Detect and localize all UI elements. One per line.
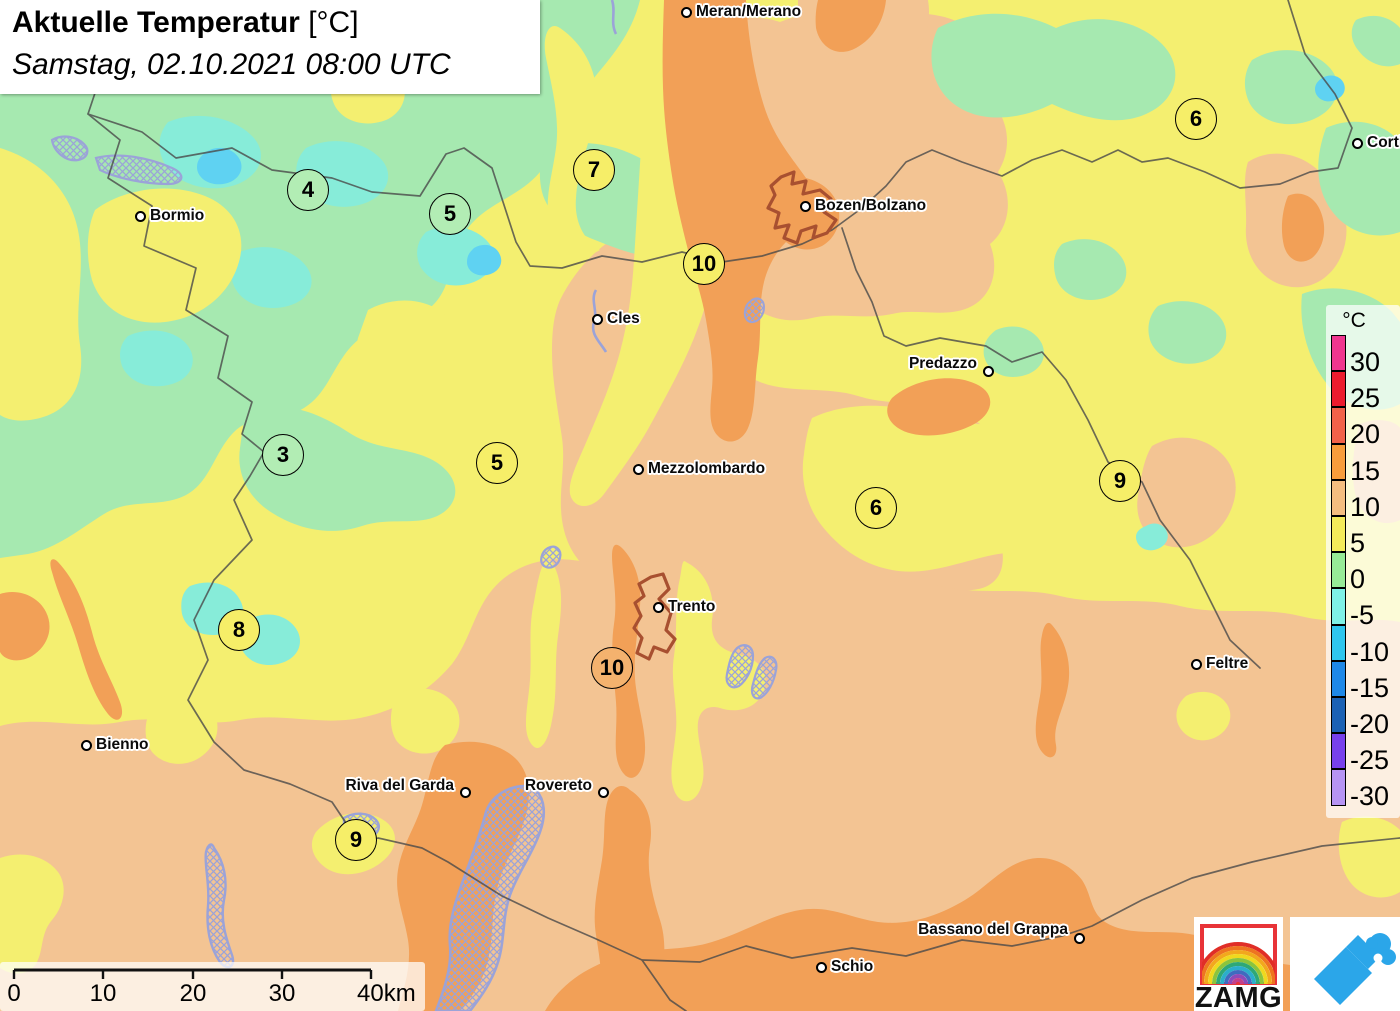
city-marker — [799, 200, 811, 212]
city-label: Cles — [607, 310, 640, 327]
zamg-rainbow-icon — [1200, 924, 1277, 986]
water-layer — [50, 0, 778, 1011]
city-label: Schio — [831, 958, 874, 975]
city-label: Feltre — [1206, 655, 1249, 672]
legend-swatch--20 — [1331, 697, 1346, 734]
city-label: Bienno — [96, 736, 149, 753]
legend-value-label: 30 — [1350, 347, 1381, 377]
scale-bar-label: 30 — [268, 980, 296, 1007]
partner-logo — [1290, 917, 1400, 1011]
legend-swatch--25 — [1331, 733, 1346, 770]
scale-bar-ruler — [12, 968, 373, 979]
legend-value-label: -30 — [1350, 781, 1390, 812]
city-marker — [459, 786, 471, 798]
legend-swatch--30 — [1331, 769, 1346, 806]
city-label: Riva del Garda — [345, 777, 454, 794]
station-value-circle: 6 — [1175, 98, 1217, 140]
legend-unit-label: °C — [1342, 309, 1366, 332]
city-label: Rovereto — [524, 777, 592, 794]
legend-value-label: 25 — [1350, 383, 1381, 414]
city-label: Mezzolombardo — [648, 460, 766, 477]
map-title: Aktuelle Temperatur [°C] — [12, 6, 359, 40]
legend-value-label: 5 — [1350, 528, 1366, 558]
legend-swatch-0 — [1331, 552, 1346, 589]
scale-bar: 0 10 20 30 40km — [0, 962, 425, 1011]
legend-value-label: 20 — [1350, 419, 1381, 450]
legend-value-label: -10 — [1350, 636, 1390, 667]
title-box: Aktuelle Temperatur [°C] Samstag, 02.10.… — [0, 0, 540, 94]
scale-bar-label: 20 — [179, 980, 207, 1007]
station-value-circle: 9 — [335, 819, 377, 861]
city-marker — [80, 739, 92, 751]
legend-swatch-10 — [1331, 479, 1346, 516]
city-outline-layer — [632, 170, 838, 661]
legend-value-label: -25 — [1350, 745, 1390, 776]
city-marker — [652, 601, 664, 613]
city-marker — [680, 6, 692, 18]
city-label: Meran/Merano — [696, 3, 802, 20]
station-value-circle: 8 — [218, 609, 260, 651]
city-marker — [597, 786, 609, 798]
blue-mountain-icon — [1314, 933, 1396, 1005]
legend-value-label: 10 — [1350, 491, 1381, 522]
legend-value-label: 0 — [1350, 564, 1366, 595]
legend-swatch--15 — [1331, 660, 1346, 697]
station-value-circle: 7 — [573, 149, 615, 191]
city-label: Bormio — [150, 207, 205, 224]
station-value-circle: 5 — [429, 193, 471, 235]
legend-swatch-30 — [1331, 335, 1346, 372]
station-value-circle: 5 — [476, 442, 518, 484]
city-label: Trento — [668, 598, 716, 615]
city-marker — [632, 463, 644, 475]
city-label: Bozen/Bolzano — [815, 197, 927, 214]
map-title-unit: [°C] — [299, 6, 359, 39]
city-marker — [982, 365, 994, 377]
legend-swatch-15 — [1331, 443, 1346, 480]
scale-bar-label: 10 — [89, 980, 117, 1007]
city-marker — [1351, 137, 1363, 149]
city-label: Cortina — [1367, 134, 1400, 151]
station-value-circle: 4 — [287, 169, 329, 211]
legend-value-label: -5 — [1350, 600, 1375, 631]
map-subtitle: Samstag, 02.10.2021 08:00 UTC — [12, 48, 451, 81]
station-value-circle: 10 — [683, 243, 725, 285]
legend-swatch-20 — [1331, 407, 1346, 444]
city-marker — [591, 313, 603, 325]
boundary-layer — [87, 0, 1400, 1011]
city-marker — [1073, 932, 1085, 944]
city-label: Bassano del Grappa — [918, 921, 1068, 938]
legend-value-label: 15 — [1350, 455, 1381, 486]
legend-swatch--5 — [1331, 588, 1346, 625]
city-marker — [134, 210, 146, 222]
scale-bar-label: 0 — [7, 980, 21, 1007]
legend-swatch--10 — [1331, 624, 1346, 661]
legend-swatch-25 — [1331, 371, 1346, 408]
legend-value-label: -20 — [1350, 709, 1390, 739]
map-title-text: Aktuelle Temperatur — [12, 6, 300, 39]
zamg-logo: ZAMG — [1194, 917, 1283, 1011]
station-value-circle: 9 — [1099, 460, 1141, 502]
station-value-circle: 10 — [591, 647, 633, 689]
scale-bar-label: 40km — [357, 980, 416, 1007]
city-marker — [1190, 658, 1202, 670]
city-marker — [815, 961, 827, 973]
zamg-wordmark: ZAMG — [1194, 982, 1283, 1011]
temperature-legend: °C 30 25 20 15 10 5 0 -5 -10 -15 -20 -25 -30 — [1326, 305, 1400, 818]
city-label: Predazzo — [908, 355, 977, 372]
legend-value-label: -15 — [1350, 672, 1390, 703]
legend-swatch-5 — [1331, 516, 1346, 553]
station-value-circle: 6 — [855, 487, 897, 529]
station-value-circle: 3 — [262, 434, 304, 476]
